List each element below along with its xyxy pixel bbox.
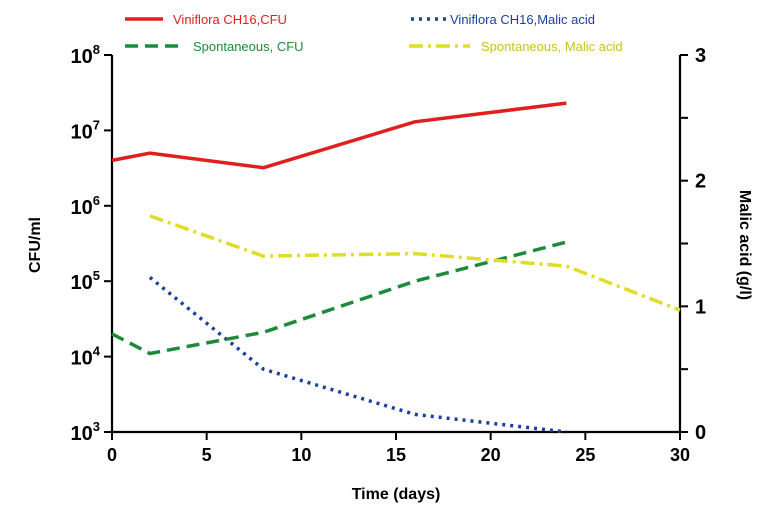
legend-item-spontaneous-cfu: Spontaneous, CFU: [125, 39, 304, 54]
y-axis-right-title: Malic acid (g/l): [736, 190, 753, 300]
y-left-tick-label: 104: [71, 344, 101, 370]
y-right-tick-label: 3: [695, 45, 706, 67]
series-line-1: [148, 276, 567, 434]
legend-item-viniflora-cfu: Viniflora CH16,CFU: [125, 12, 287, 27]
y-right-tick-label: 0: [695, 422, 706, 444]
y-left-tick-label: 108: [71, 42, 100, 68]
series-layer: [111, 101, 681, 434]
y-axis-left-title: CFU/ml: [27, 217, 44, 273]
y-left-tick-label: 103: [71, 419, 100, 445]
legend: Viniflora CH16,CFU Viniflora CH16,Malic …: [125, 12, 623, 54]
x-tick-label: 30: [670, 445, 690, 465]
series-line-0: [111, 101, 567, 170]
x-axis-ticks: 0 5 10 15 20 25 30: [107, 432, 690, 465]
x-axis-title: Time (days): [352, 486, 441, 503]
series-line-3: [149, 214, 681, 312]
y-left-tick-label: 105: [71, 268, 100, 294]
x-tick-label: 5: [202, 445, 212, 465]
axes: [110, 55, 682, 434]
y-right-tick-label: 2: [695, 171, 706, 193]
x-tick-label: 10: [291, 445, 311, 465]
y-left-tick-label: 107: [71, 117, 100, 143]
x-tick-label: 15: [386, 445, 406, 465]
y-right-tick-label: 1: [695, 296, 706, 318]
y-axis-left-ticks: 103 104 105 106 107 108: [71, 42, 112, 445]
x-tick-label: 20: [481, 445, 501, 465]
x-tick-label: 0: [107, 445, 117, 465]
legend-item-spontaneous-malic: Spontaneous, Malic acid: [409, 39, 623, 54]
y-left-tick-label: 106: [71, 193, 100, 219]
y-axis-right-ticks: 0 1 2 3: [680, 45, 706, 444]
legend-item-viniflora-malic: Viniflora CH16,Malic acid: [411, 12, 595, 27]
legend-label-viniflora-cfu: Viniflora CH16,CFU: [173, 12, 287, 27]
x-tick-label: 25: [575, 445, 595, 465]
legend-label-spontaneous-malic: Spontaneous, Malic acid: [481, 39, 623, 54]
legend-label-viniflora-malic: Viniflora CH16,Malic acid: [450, 12, 595, 27]
legend-label-spontaneous-cfu: Spontaneous, CFU: [193, 39, 304, 54]
series-line-2: [111, 240, 567, 356]
